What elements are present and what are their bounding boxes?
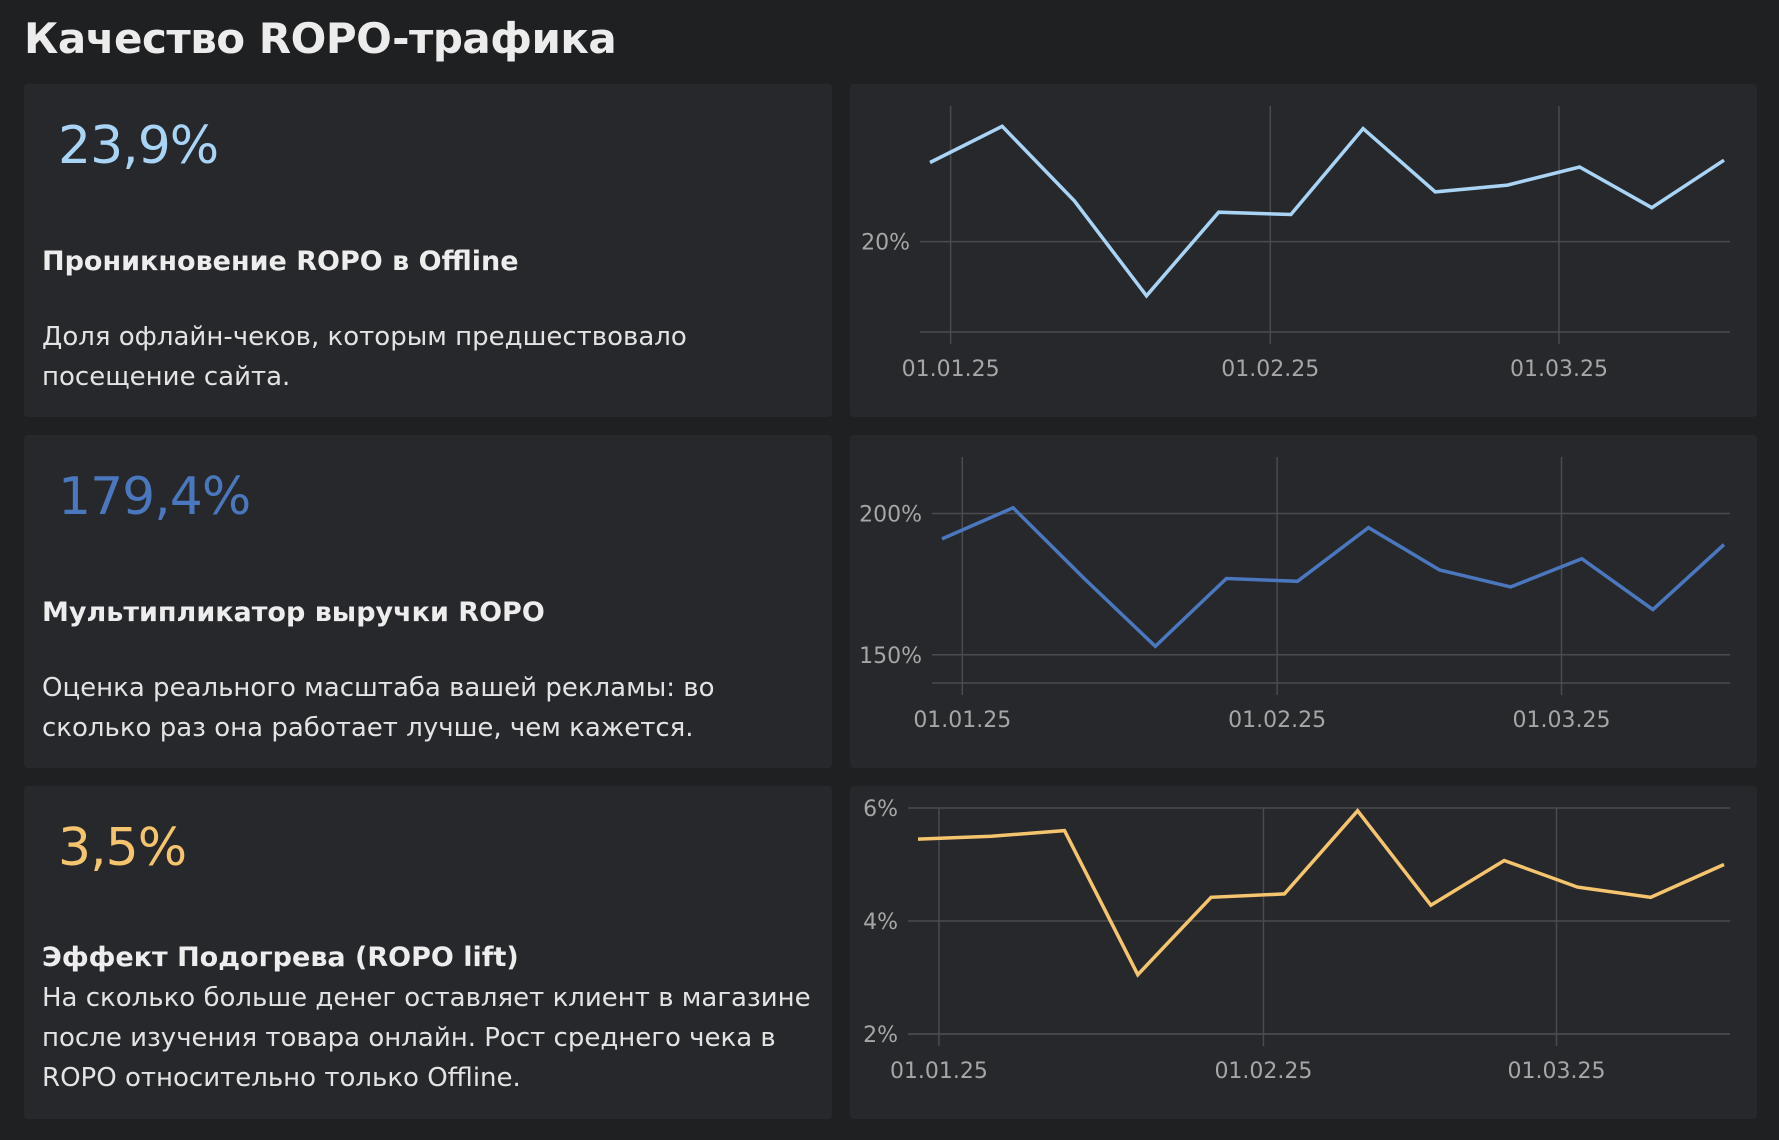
line-chart-ropo-penetration: 20% 01.01.25 01.02.25 01.03.25 bbox=[861, 106, 1730, 382]
metric-card: 23,9% Проникновение ROPO в Offline Доля … bbox=[24, 84, 832, 417]
x-tick-label: 01.02.25 bbox=[1214, 1059, 1312, 1084]
line-chart-revenue-multiplier: 150% 200% 01.01.25 01.02.25 01.03.25 bbox=[859, 457, 1730, 733]
metric-title: Проникновение ROPO в Offline bbox=[42, 246, 519, 277]
x-tick-label: 01.02.25 bbox=[1228, 708, 1326, 733]
x-tick-label: 01.03.25 bbox=[1513, 708, 1611, 733]
metric-row-revenue-multiplier: 179,4% Мультипликатор выручки ROPO Оценк… bbox=[24, 435, 1757, 768]
metric-card: 179,4% Мультипликатор выручки ROPO Оценк… bbox=[24, 435, 832, 768]
x-tick-label: 01.03.25 bbox=[1508, 1059, 1606, 1084]
metric-row-ropo-lift: 3,5% Эффект Подогрева (ROPO lift) На ско… bbox=[24, 786, 1757, 1119]
y-tick-label: 20% bbox=[861, 231, 910, 256]
metric-row-ropo-penetration: 23,9% Проникновение ROPO в Offline Доля … bbox=[24, 84, 1757, 417]
x-tick-label: 01.01.25 bbox=[902, 357, 1000, 382]
metric-value: 23,9% bbox=[58, 116, 219, 176]
x-tick-label: 01.02.25 bbox=[1221, 357, 1319, 382]
line-chart-card: 2% 4% 6% 01.01.25 01.02.25 01.03.25 bbox=[850, 786, 1757, 1119]
x-tick-label: 01.03.25 bbox=[1510, 357, 1608, 382]
series-line bbox=[941, 505, 1726, 649]
line-chart-card: 20% 01.01.25 01.02.25 01.03.25 bbox=[850, 84, 1757, 417]
x-tick-label: 01.01.25 bbox=[890, 1059, 988, 1084]
metric-description: Доля офлайн-чеков, которым предшествовал… bbox=[42, 322, 687, 392]
y-tick-label: 4% bbox=[863, 910, 898, 935]
series-line bbox=[917, 808, 1725, 978]
metric-title: Эффект Подогрева (ROPO lift) bbox=[42, 942, 519, 973]
page-title: Качество ROPO-трафика bbox=[24, 14, 617, 63]
metric-description: Оценка реального масштаба вашей рекламы:… bbox=[42, 673, 715, 743]
y-tick-label: 150% bbox=[859, 644, 922, 669]
x-tick-label: 01.01.25 bbox=[913, 708, 1011, 733]
metric-card: 3,5% Эффект Подогрева (ROPO lift) На ско… bbox=[24, 786, 832, 1119]
metric-title: Мультипликатор выручки ROPO bbox=[42, 597, 545, 628]
y-tick-label: 2% bbox=[863, 1023, 898, 1048]
metric-value: 3,5% bbox=[58, 818, 187, 878]
metric-description: На сколько больше денег оставляет клиент… bbox=[42, 983, 811, 1093]
y-tick-label: 200% bbox=[859, 503, 922, 528]
series-line bbox=[929, 124, 1725, 299]
line-chart-ropo-lift: 2% 4% 6% 01.01.25 01.02.25 01.03.25 bbox=[863, 797, 1730, 1084]
y-tick-label: 6% bbox=[863, 797, 898, 822]
metric-value: 179,4% bbox=[58, 467, 251, 527]
line-chart-card: 150% 200% 01.01.25 01.02.25 01.03.25 bbox=[850, 435, 1757, 768]
